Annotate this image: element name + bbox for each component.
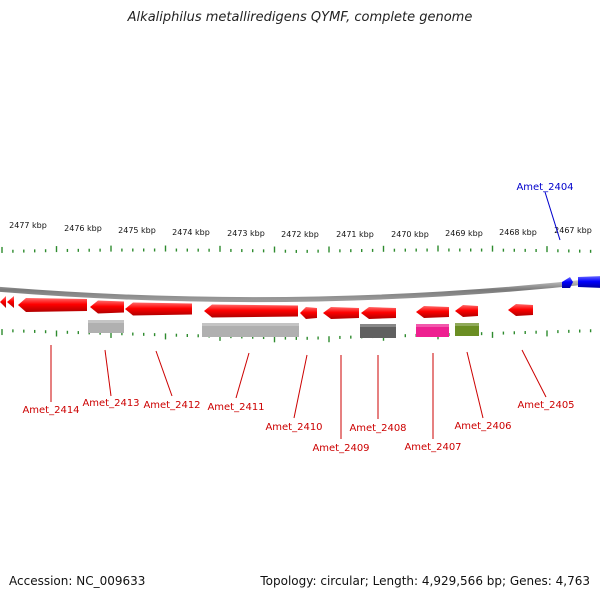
feature-box xyxy=(88,320,124,333)
scale-label: 2470 kbp xyxy=(391,230,429,239)
gene-label[interactable]: Amet_2411 xyxy=(207,402,264,413)
leader-line xyxy=(104,349,112,397)
gene-label[interactable]: Amet_2412 xyxy=(143,400,200,411)
scale-label: 2477 kbp xyxy=(9,221,47,230)
genome-backbone xyxy=(0,278,600,303)
gene-arrow[interactable] xyxy=(204,304,298,318)
gene-label[interactable]: Amet_2404 xyxy=(516,182,573,193)
leader-line xyxy=(521,349,547,398)
scale-labels: 2477 kbp 2476 kbp 2475 kbp 2474 kbp 2473 kbp… xyxy=(9,221,592,239)
leader-line xyxy=(466,351,484,419)
gene-label[interactable]: Amet_2407 xyxy=(404,442,461,453)
leader-line xyxy=(544,191,561,241)
gene-arrow[interactable] xyxy=(508,304,533,316)
scale-label: 2475 kbp xyxy=(118,226,156,235)
gene-arrow[interactable] xyxy=(416,306,449,318)
feature-box xyxy=(455,323,479,336)
gene-label[interactable]: Amet_2414 xyxy=(22,405,79,416)
scale-label: 2473 kbp xyxy=(227,229,265,238)
gene-arrow[interactable] xyxy=(300,307,317,319)
gene-label[interactable]: Amet_2408 xyxy=(349,423,406,434)
gene-label[interactable]: Amet_2413 xyxy=(82,398,139,409)
gene-arrow[interactable] xyxy=(323,307,359,319)
accession-text: Accession: NC_009633 xyxy=(9,574,146,588)
gene-label[interactable]: Amet_2409 xyxy=(312,443,369,454)
leader-line xyxy=(293,354,308,419)
scale-label: 2471 kbp xyxy=(336,230,374,239)
scale-label: 2468 kbp xyxy=(499,228,537,237)
gene-label[interactable]: Amet_2405 xyxy=(517,400,574,411)
gene-arrow[interactable] xyxy=(361,307,396,319)
map-title: Alkaliphilus metalliredigens QYMF, compl… xyxy=(127,10,473,25)
outer-ticks xyxy=(1,245,592,253)
gene-arrow[interactable] xyxy=(125,302,192,316)
scale-label: 2474 kbp xyxy=(172,228,210,237)
gene-arrow[interactable] xyxy=(578,276,600,288)
scale-label: 2469 kbp xyxy=(445,229,483,238)
leader-line xyxy=(155,350,173,397)
scale-label: 2472 kbp xyxy=(281,230,319,239)
feature-box xyxy=(360,324,396,338)
feature-box xyxy=(202,323,299,337)
gene-arrow[interactable] xyxy=(90,300,124,314)
gene-arrow-partial xyxy=(562,277,573,288)
gene-arrow-partial xyxy=(7,296,14,308)
feature-box-track xyxy=(88,320,479,338)
gene-arrow[interactable] xyxy=(455,305,478,317)
scale-label: 2467 kbp xyxy=(554,226,592,235)
topology-text: Topology: circular; Length: 4,929,566 bp… xyxy=(260,574,590,588)
gene-arrow[interactable] xyxy=(18,298,87,312)
gene-track xyxy=(0,276,600,319)
gene-arrow-partial xyxy=(0,296,6,308)
gene-label[interactable]: Amet_2410 xyxy=(265,422,322,433)
gene-label[interactable]: Amet_2406 xyxy=(454,421,511,432)
scale-label: 2476 kbp xyxy=(64,224,102,233)
feature-box xyxy=(416,324,449,337)
leader-line xyxy=(235,352,250,399)
